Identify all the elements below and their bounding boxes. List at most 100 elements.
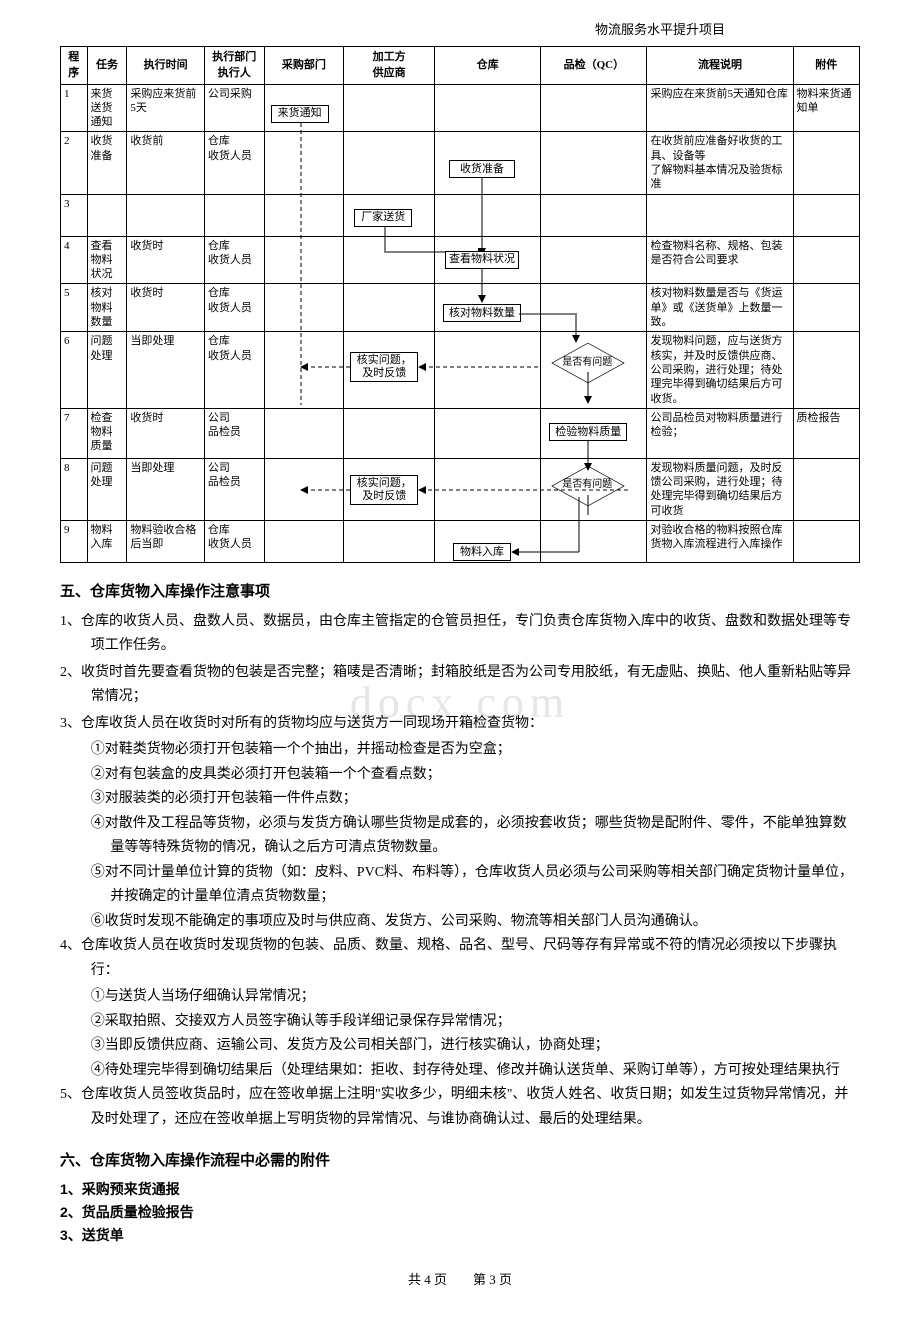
cell-wh-3 <box>434 194 540 236</box>
cell-sup-8: 核实问题， 及时反馈 <box>344 458 435 520</box>
attach-2: 2、货品质量检验报告 <box>60 1202 860 1223</box>
cell-wh-6 <box>434 332 540 408</box>
table-row: 2 收货准备 收货前 仓库 收货人员 收货准备 在收货前应准备好收货的工具、设备… <box>61 132 860 194</box>
cell-desc: 发现物料问题，应与送货方核实，并及时反馈供应商、公司采购，进行处理；待处理完毕得… <box>647 332 793 408</box>
cell-qc-2 <box>541 132 647 194</box>
cell-sup-1 <box>344 84 435 132</box>
flow-box-storage: 物料入库 <box>453 543 511 561</box>
table-row: 6 问题处理 当即处理 仓库 收货人员 核实问题， 及时反馈 是否有问题 <box>61 332 860 408</box>
cell-wh-7 <box>434 408 540 458</box>
th-dept: 执行部门 执行人 <box>204 46 264 84</box>
sub-item: ②采取拍照、交接双方人员签字确认等手段详细记录保存异常情况； <box>60 1010 860 1035</box>
cell-pur-6 <box>264 332 344 408</box>
cell-dept: 仓库 收货人员 <box>204 132 264 194</box>
cell-dept: 仓库 收货人员 <box>204 332 264 408</box>
th-task: 任务 <box>87 46 127 84</box>
cell-dept: 公司 品检员 <box>204 458 264 520</box>
section5-body: 1、仓库的收货人员、盘数人员、数据员，由仓库主管指定的仓管员担任，专门负责仓库货… <box>60 610 860 1133</box>
flow-table-wrap: 程序 任务 执行时间 执行部门 执行人 采购部门 加工方 供应商 仓库 品检（Q… <box>60 46 860 564</box>
th-qc: 品检（QC） <box>541 46 647 84</box>
cell-qc-7: 检验物料质量 <box>541 408 647 458</box>
cell-dept: 仓库 收货人员 <box>204 236 264 284</box>
sub-item: ④对散件及工程品等货物，必须与发货方确认哪些货物是成套的，必须按套收货；哪些货物… <box>60 812 860 861</box>
flow-box-quality: 检验物料质量 <box>549 423 627 441</box>
table-row: 9 物料入库 物料验收合格后当即 仓库 收货人员 物料入库 对验收合格的物料按照… <box>61 521 860 563</box>
cell-att <box>793 236 859 284</box>
cell-att: 物料来货通知单 <box>793 84 859 132</box>
cell-time: 物料验收合格后当即 <box>127 521 204 563</box>
cell-qc-5 <box>541 284 647 332</box>
flow-box-feedback-1: 核实问题， 及时反馈 <box>350 352 418 382</box>
cell-dept: 公司采购 <box>204 84 264 132</box>
cell-desc: 检查物料名称、规格、包装是否符合公司要求 <box>647 236 793 284</box>
cell-att: 质检报告 <box>793 408 859 458</box>
cell-seq: 6 <box>61 332 88 408</box>
cell-seq: 8 <box>61 458 88 520</box>
section5-title: 五、仓库货物入库操作注意事项 <box>60 581 860 604</box>
cell-att <box>793 458 859 520</box>
flow-box-prepare: 收货准备 <box>449 160 515 178</box>
cell-seq: 9 <box>61 521 88 563</box>
cell-task: 问题处理 <box>87 332 127 408</box>
cell-att <box>793 132 859 194</box>
item: 1、仓库的收货人员、盘数人员、数据员，由仓库主管指定的仓管员担任，专门负责仓库货… <box>60 610 860 659</box>
flow-box-qty: 核对物料数量 <box>443 304 521 322</box>
attach-1: 1、采购预来货通报 <box>60 1179 860 1200</box>
sub-item: ③当即反馈供应商、运输公司、发货方及公司相关部门，进行核实确认，协商处理； <box>60 1034 860 1059</box>
table-header-row: 程序 任务 执行时间 执行部门 执行人 采购部门 加工方 供应商 仓库 品检（Q… <box>61 46 860 84</box>
cell-qc-4 <box>541 236 647 284</box>
cell-sup-7 <box>344 408 435 458</box>
sub-item: ⑥收货时发现不能确定的事项应及时与供应商、发货方、公司采购、物流等相关部门人员沟… <box>60 910 860 935</box>
cell-att <box>793 194 859 236</box>
cell-sup-6: 核实问题， 及时反馈 <box>344 332 435 408</box>
sub-item: ③对服装类的必须打开包装箱一件件点数； <box>60 787 860 812</box>
doc-header: 物流服务水平提升项目 <box>60 20 860 40</box>
cell-seq: 4 <box>61 236 88 284</box>
sub-item: ①与送货人当场仔细确认异常情况； <box>60 985 860 1010</box>
cell-sup-9 <box>344 521 435 563</box>
cell-task: 来货送货通知 <box>87 84 127 132</box>
flow-box-feedback-2: 核实问题， 及时反馈 <box>350 475 418 505</box>
flow-table: 程序 任务 执行时间 执行部门 执行人 采购部门 加工方 供应商 仓库 品检（Q… <box>60 46 860 564</box>
cell-pur-4 <box>264 236 344 284</box>
cell-desc: 发现物料质量问题，及时反馈公司采购，进行处理；待处理完毕得到确切结果后方可收货 <box>647 458 793 520</box>
cell-sup-5 <box>344 284 435 332</box>
cell-wh-4: 查看物料状况 <box>434 236 540 284</box>
cell-att <box>793 332 859 408</box>
cell-task <box>87 194 127 236</box>
cell-wh-9: 物料入库 <box>434 521 540 563</box>
sub-item: ①对鞋类货物必须打开包装箱一个个抽出，并摇动检查是否为空盒； <box>60 738 860 763</box>
cell-wh-1 <box>434 84 540 132</box>
cell-time: 收货前 <box>127 132 204 194</box>
cell-seq: 5 <box>61 284 88 332</box>
item: 4、仓库收货人员在收货时发现货物的包装、品质、数量、规格、品名、型号、尺码等存有… <box>60 934 860 983</box>
cell-qc-9 <box>541 521 647 563</box>
sub-item: ⑤对不同计量单位计算的货物（如：皮料、PVC料、布料等），仓库收货人员必须与公司… <box>60 861 860 910</box>
th-sup: 加工方 供应商 <box>344 46 435 84</box>
table-row: 7 检查物料质量 收货时 公司 品检员 检验物料质量 公司品检员对物料质量进行检… <box>61 408 860 458</box>
cell-task: 检查物料质量 <box>87 408 127 458</box>
cell-qc-1 <box>541 84 647 132</box>
item: 5、仓库收货人员签收货品时，应在签收单据上注明"实收多少，明细未核"、收货人姓名… <box>60 1083 860 1132</box>
cell-att <box>793 521 859 563</box>
cell-qc-6: 是否有问题 <box>541 332 647 408</box>
flow-diamond-2: 是否有问题 <box>549 471 625 499</box>
table-row: 1 来货送货通知 采购应来货前5天 公司采购 来货通知 采购应在来货前5天通知仓… <box>61 84 860 132</box>
table-row: 3 厂家送货 <box>61 194 860 236</box>
cell-task: 核对物料数量 <box>87 284 127 332</box>
th-desc: 流程说明 <box>647 46 793 84</box>
cell-desc: 在收货前应准备好收货的工具、设备等 了解物料基本情况及验货标准 <box>647 132 793 194</box>
th-wh: 仓库 <box>434 46 540 84</box>
cell-qc-3 <box>541 194 647 236</box>
cell-sup-2 <box>344 132 435 194</box>
cell-seq: 3 <box>61 194 88 236</box>
cell-dept <box>204 194 264 236</box>
item: 2、收货时首先要查看货物的包装是否完整；箱唛是否清晰；封箱胶纸是否为公司专用胶纸… <box>60 661 860 710</box>
flow-box-status: 查看物料状况 <box>445 251 519 269</box>
sub-item: ④待处理完毕得到确切结果后（处理结果如：拒收、封存待处理、修改并确认送货单、采购… <box>60 1059 860 1084</box>
table-row: 5 核对物料数量 收货时 仓库 收货人员 核对物料数量 核对物料数量是否与《货运… <box>61 284 860 332</box>
table-row: 4 查看物料状况 收货时 仓库 收货人员 查看物料状况 检查物料名称、规格、包装… <box>61 236 860 284</box>
cell-wh-2: 收货准备 <box>434 132 540 194</box>
cell-wh-8 <box>434 458 540 520</box>
attach-3: 3、送货单 <box>60 1225 860 1246</box>
